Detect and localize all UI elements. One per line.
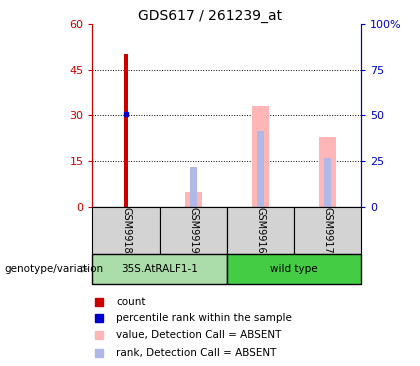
Bar [252,106,269,207]
Text: value, Detection Call = ABSENT: value, Detection Call = ABSENT [116,330,282,340]
Bar [92,207,160,254]
Bar [294,207,361,254]
Text: genotype/variation: genotype/variation [4,264,103,274]
Text: percentile rank within the sample: percentile rank within the sample [116,313,292,324]
Text: GDS617 / 261239_at: GDS617 / 261239_at [138,9,282,23]
Bar [190,167,197,207]
Bar [160,207,227,254]
Bar [185,191,202,207]
Text: GSM9919: GSM9919 [188,207,198,254]
Bar [227,207,294,254]
Bar [123,54,129,207]
Text: GSM9917: GSM9917 [323,207,333,254]
Bar [92,254,227,284]
Bar [227,254,361,284]
Text: GSM9916: GSM9916 [255,207,265,254]
Text: count: count [116,297,146,307]
Bar [324,158,331,207]
Bar [319,137,336,207]
Text: wild type: wild type [270,264,318,274]
Text: GSM9918: GSM9918 [121,207,131,254]
Text: 35S.AtRALF1-1: 35S.AtRALF1-1 [121,264,198,274]
Text: rank, Detection Call = ABSENT: rank, Detection Call = ABSENT [116,348,277,358]
Bar [257,131,264,207]
